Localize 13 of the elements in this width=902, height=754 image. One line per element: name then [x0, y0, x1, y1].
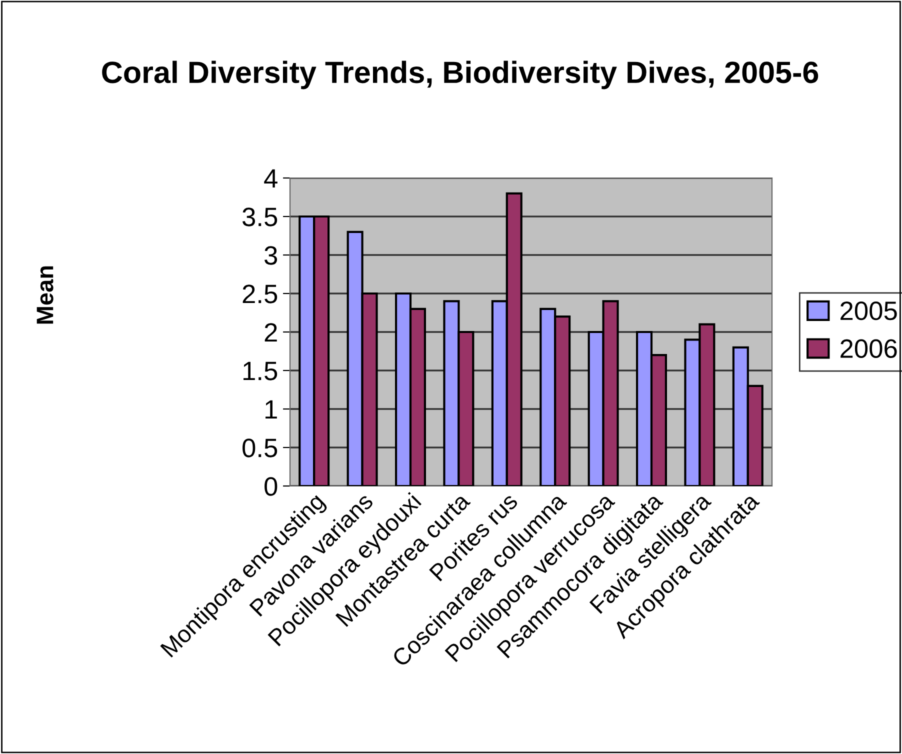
y-axis-title: Mean — [36, 266, 54, 324]
y-tick-label: 4 — [264, 169, 278, 188]
legend-label: 2006 — [840, 339, 897, 358]
y-tick-label: 0.5 — [242, 438, 278, 458]
y-tick-label: 2.5 — [242, 284, 278, 304]
y-tick-label: 3.5 — [242, 208, 278, 226]
y-tick-label: 3 — [264, 246, 278, 265]
y-tick-label: 2 — [264, 323, 277, 342]
chart-title: Coral Diversity Trends, Biodiversity Dives, 2005-6 — [102, 60, 818, 90]
y-tick-label: 1 — [266, 400, 277, 419]
y-tick-label: 1.5 — [244, 362, 278, 380]
y-tick-label: 0 — [264, 477, 278, 496]
legend-label: 2005 — [840, 302, 897, 320]
